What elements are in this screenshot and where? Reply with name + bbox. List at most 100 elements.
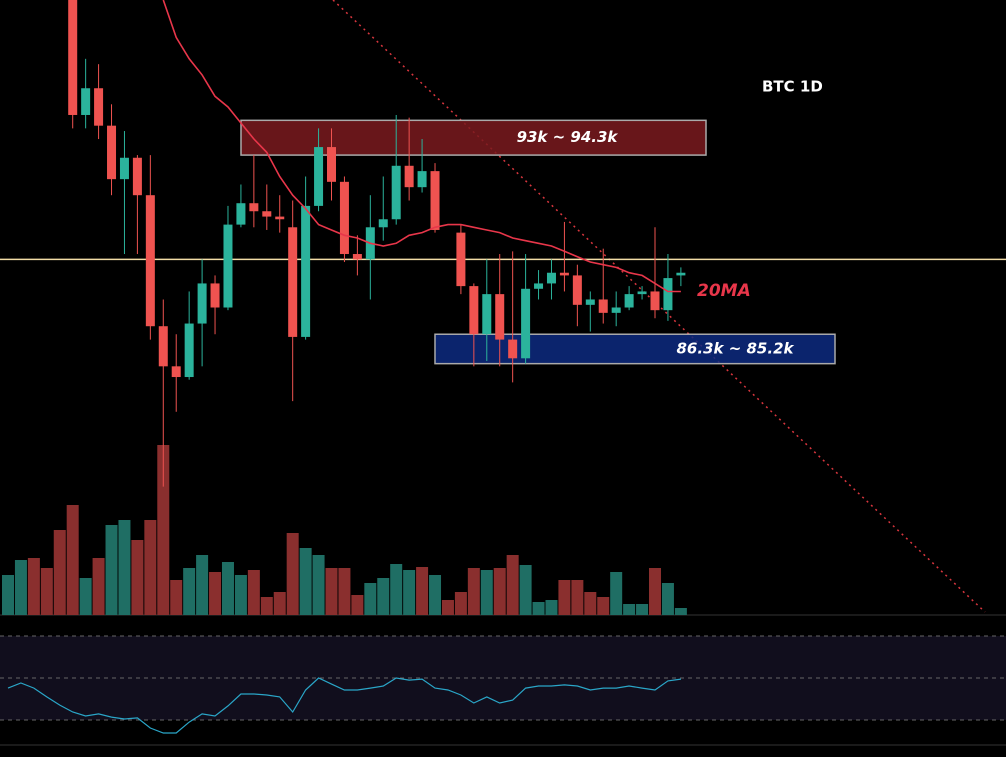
candle-body xyxy=(624,294,634,308)
candle-body xyxy=(676,272,686,276)
volume-bar xyxy=(558,580,571,615)
volume-bar xyxy=(338,568,351,615)
candle-body xyxy=(521,288,531,359)
volume-bar xyxy=(649,568,661,615)
candle-body xyxy=(559,272,569,276)
candle-body xyxy=(495,294,505,340)
candle-body xyxy=(197,283,207,324)
candle-body xyxy=(94,88,104,126)
volume-bar xyxy=(221,562,234,615)
candle-body xyxy=(288,227,298,337)
volume-bar xyxy=(636,604,649,615)
candle-body xyxy=(184,323,194,378)
volume-bar xyxy=(27,558,40,615)
volume-bar xyxy=(170,580,183,615)
candle-body xyxy=(327,147,336,182)
candle-body xyxy=(391,165,401,220)
candle-body xyxy=(534,283,544,289)
volume-bar xyxy=(403,570,416,615)
volume-bar xyxy=(351,595,364,615)
candle-body xyxy=(68,0,78,115)
volume-bar xyxy=(364,583,377,615)
candle-body xyxy=(585,299,595,305)
candle-body xyxy=(314,147,324,206)
volume-bar xyxy=(584,592,597,615)
volume-bar xyxy=(610,572,623,615)
volume-bar xyxy=(53,530,66,615)
candle-body xyxy=(404,165,414,188)
volume-bar xyxy=(325,568,338,615)
candle-body xyxy=(132,157,142,196)
candle-body xyxy=(546,272,556,284)
volume-bar xyxy=(209,572,222,615)
volume-bar xyxy=(247,570,260,615)
candle-body xyxy=(378,219,388,228)
volume-bar xyxy=(390,564,403,615)
candle-body xyxy=(275,216,285,220)
candle-body xyxy=(572,275,582,305)
volume-bar xyxy=(597,597,610,615)
rsi-band xyxy=(0,636,1006,720)
candle-body xyxy=(430,171,440,230)
ma-label: 20MA xyxy=(697,281,751,301)
volume-bar xyxy=(377,578,390,615)
volume-bar xyxy=(493,568,506,615)
volume-bar xyxy=(441,600,454,615)
candle-body xyxy=(339,181,349,255)
volume-bar xyxy=(519,565,532,615)
candle-body xyxy=(249,203,259,212)
candle-body xyxy=(456,232,466,287)
price-zone xyxy=(240,119,707,156)
volume-bar xyxy=(183,568,196,615)
candle-body xyxy=(107,125,117,180)
candle-body xyxy=(262,211,272,217)
volume-bar xyxy=(144,520,157,615)
chart-title: BTC 1D xyxy=(762,78,823,96)
volume-bar xyxy=(92,558,105,615)
candle-body xyxy=(598,299,608,313)
volume-bar xyxy=(571,580,584,615)
candle-body xyxy=(145,195,155,327)
zone-label: 86.3k ~ 85.2k xyxy=(677,339,795,357)
volume-bar xyxy=(312,555,325,615)
volume-bar xyxy=(79,578,92,615)
volume-bar xyxy=(273,592,286,615)
candle-body xyxy=(637,291,647,295)
candle-body xyxy=(301,205,311,337)
candle-body xyxy=(663,278,673,311)
candle-body xyxy=(417,171,427,188)
candle-body xyxy=(81,88,91,115)
volume-bar xyxy=(131,540,144,615)
volume-bar xyxy=(545,600,558,615)
volume-bar xyxy=(661,583,674,615)
volume-bar xyxy=(429,575,442,615)
volume-bar xyxy=(234,575,247,615)
volume-bar xyxy=(454,592,467,615)
candle-body xyxy=(171,366,181,378)
volume-bar xyxy=(506,555,519,615)
volume-bar xyxy=(105,525,118,615)
volume-bar xyxy=(196,555,209,615)
candle-body xyxy=(236,203,246,225)
candle-body xyxy=(469,286,479,335)
candle-body xyxy=(482,294,492,335)
volume-bar xyxy=(416,567,429,615)
volume-bar xyxy=(157,445,170,615)
candle-body xyxy=(352,254,362,260)
candle-body xyxy=(119,157,129,180)
moving-average xyxy=(162,0,681,293)
trend-line xyxy=(332,0,986,613)
volume-bar xyxy=(14,560,27,615)
volume-bar xyxy=(674,608,687,615)
candle-body xyxy=(223,224,233,308)
volume-bar xyxy=(286,533,299,615)
rsi-line xyxy=(7,677,681,734)
volume-bar xyxy=(2,575,14,615)
volume-bar xyxy=(480,570,493,615)
volume-bar xyxy=(532,602,545,615)
volume-bar xyxy=(260,597,273,615)
candle-body xyxy=(650,291,660,311)
volume-bar xyxy=(40,568,53,615)
zone-label: 93k ~ 94.3k xyxy=(517,128,619,146)
